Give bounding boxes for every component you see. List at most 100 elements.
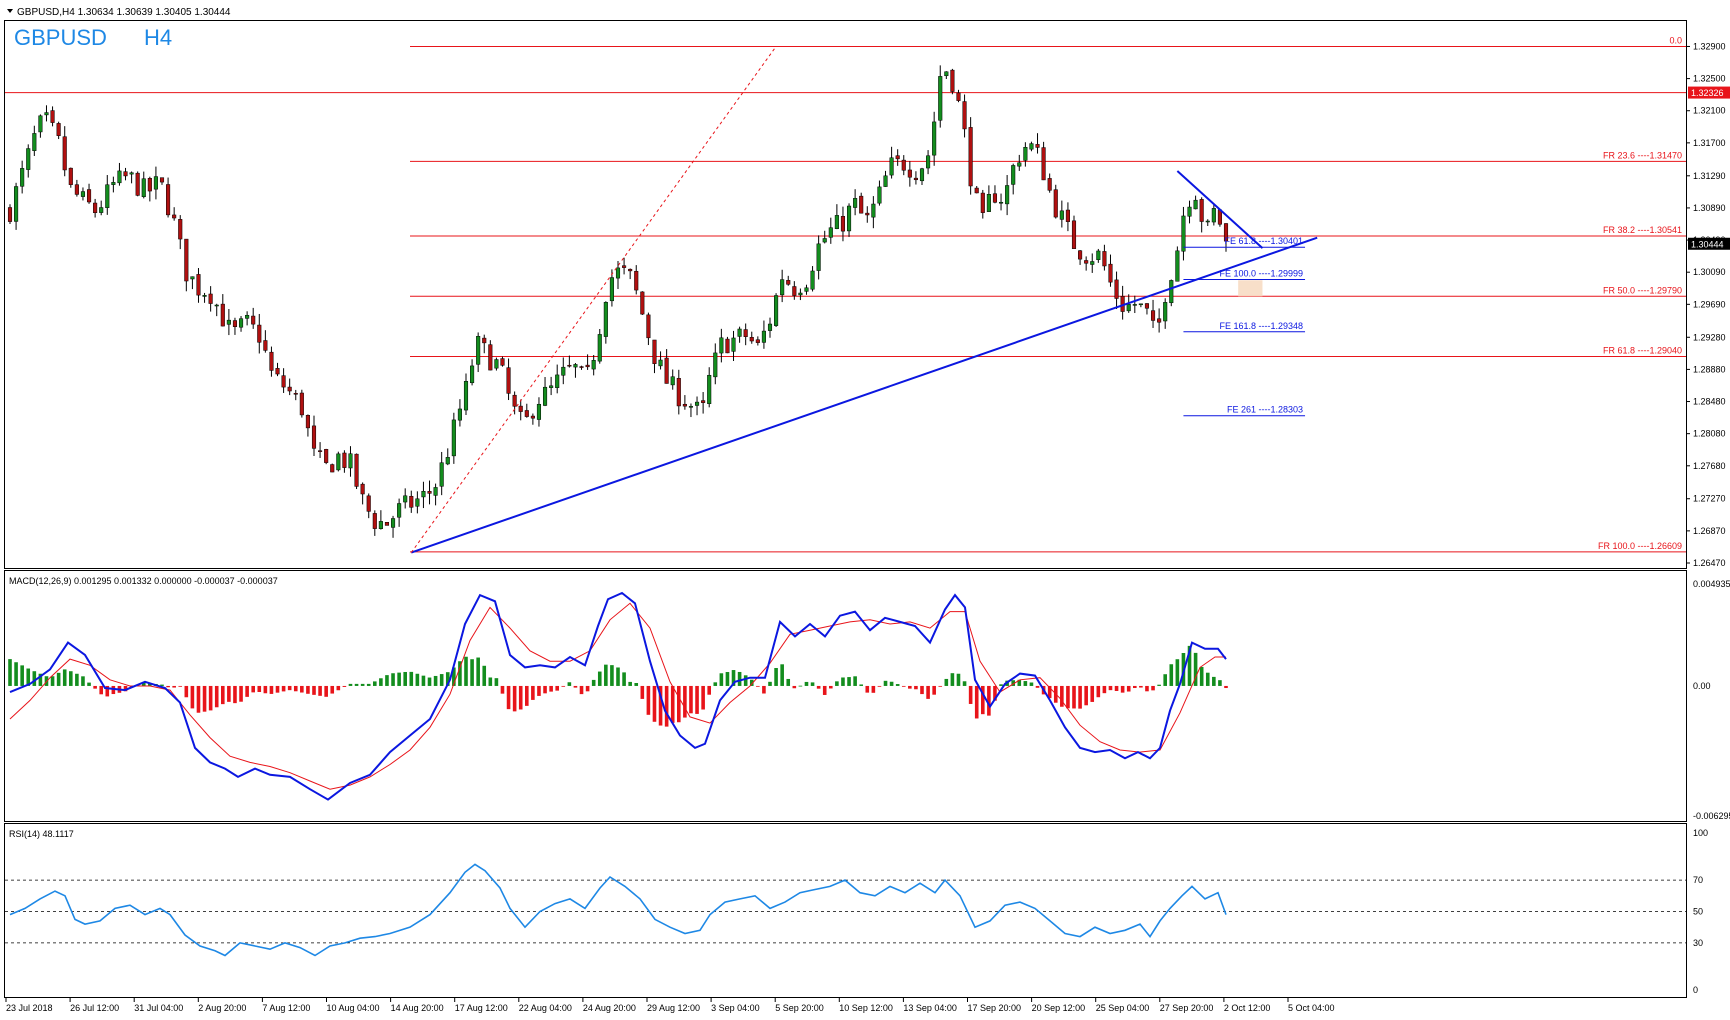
macd-histogram-bar xyxy=(427,677,432,686)
macd-histogram-bar xyxy=(184,685,189,698)
candle-body xyxy=(670,376,675,386)
resistance-trendline[interactable] xyxy=(1176,170,1264,249)
macd-histogram-bar xyxy=(1023,681,1028,686)
candle-body xyxy=(792,286,797,296)
macd-axis-label: 0.00 xyxy=(1693,681,1711,691)
macd-histogram-bar xyxy=(567,682,572,686)
candle-body xyxy=(707,374,712,404)
candle-body xyxy=(694,401,700,406)
price-axis-label: 1.28480 xyxy=(1693,397,1726,407)
macd-histogram-bar xyxy=(774,668,778,686)
macd-histogram-bar xyxy=(14,662,18,686)
candle-body xyxy=(956,92,961,101)
macd-histogram-bar xyxy=(105,685,110,697)
macd-histogram-bar xyxy=(1193,652,1198,686)
macd-histogram-bar xyxy=(956,673,961,686)
macd-histogram-bar xyxy=(628,681,632,686)
price-axis-label: 1.26870 xyxy=(1693,526,1726,536)
macd-histogram-bar xyxy=(883,680,888,686)
candle-body xyxy=(524,410,529,417)
macd-histogram-bar xyxy=(664,685,669,727)
macd-histogram-bar xyxy=(822,685,827,695)
macd-histogram-bar xyxy=(111,685,116,695)
macd-histogram-bar xyxy=(1205,672,1210,686)
candle-body xyxy=(1078,250,1083,260)
macd-histogram-bar xyxy=(330,685,335,694)
candle-body xyxy=(731,337,736,352)
candle-body xyxy=(549,385,554,388)
time-axis-label: 7 Aug 12:00 xyxy=(262,1003,310,1013)
candle-body xyxy=(542,386,548,406)
macd-histogram-bar xyxy=(731,670,736,686)
macd-histogram-bar xyxy=(987,685,991,716)
fib-retracement-label: FR 50.0 ----1.29790 xyxy=(1603,285,1682,295)
candle-body xyxy=(1041,147,1046,181)
macd-histogram-bar xyxy=(677,685,681,723)
time-axis-label: 10 Aug 04:00 xyxy=(327,1003,380,1013)
macd-histogram-bar xyxy=(865,685,870,693)
candle-body xyxy=(470,365,475,384)
macd-histogram-bar xyxy=(749,679,754,686)
time-axis-label: 13 Sep 04:00 xyxy=(903,1003,957,1013)
candle-body xyxy=(269,351,274,371)
candle-body xyxy=(652,339,657,364)
macd-histogram-bar xyxy=(263,685,268,694)
macd-histogram-bar xyxy=(1066,685,1070,709)
time-axis-label: 24 Aug 20:00 xyxy=(583,1003,636,1013)
candle-body xyxy=(1029,143,1034,150)
time-axis-label: 31 Jul 04:00 xyxy=(134,1003,183,1013)
macd-histogram-bar xyxy=(974,685,979,719)
macd-histogram-bar xyxy=(348,683,353,686)
macd-histogram-bar xyxy=(360,683,365,686)
macd-histogram-bar xyxy=(670,685,675,723)
candle-body xyxy=(111,182,116,185)
macd-histogram-bar xyxy=(1108,685,1113,691)
candle-body xyxy=(397,503,402,518)
macd-histogram-bar xyxy=(841,677,845,686)
macd-histogram-bar xyxy=(737,671,742,686)
fib-retracement-label: FR 100.0 ----1.26609 xyxy=(1598,541,1682,551)
candle-body xyxy=(840,216,846,232)
macd-histogram-bar xyxy=(689,685,693,714)
candle-body xyxy=(1150,310,1156,321)
candle-body xyxy=(701,400,706,403)
candle-body xyxy=(172,214,177,219)
macd-histogram-bar xyxy=(1090,685,1095,702)
candle-body xyxy=(682,403,687,407)
candle-body xyxy=(1084,260,1089,264)
candle-body xyxy=(86,189,92,203)
macd-histogram-bar xyxy=(573,685,578,688)
rsi-axis-label: 70 xyxy=(1693,875,1703,885)
candle-body xyxy=(798,292,803,296)
candle-body xyxy=(767,323,773,331)
macd-histogram-bar xyxy=(354,683,359,686)
candle-body xyxy=(518,405,523,412)
fib-expansion-label: FE 100.0 ----1.29999 xyxy=(1219,269,1303,279)
candle-body xyxy=(1126,304,1131,312)
candle-body xyxy=(342,452,347,468)
candle-body xyxy=(324,449,329,463)
macd-histogram-bar xyxy=(999,684,1003,686)
macd-signal-line xyxy=(9,602,1226,790)
macd-histogram-bar xyxy=(281,685,286,692)
candle-body xyxy=(1114,279,1119,299)
macd-axis-label: -0.006295 xyxy=(1693,811,1730,821)
macd-histogram-bar xyxy=(233,685,237,704)
candle-body xyxy=(944,71,949,77)
macd-histogram-bar xyxy=(433,675,438,686)
candle-body xyxy=(573,364,578,368)
macd-histogram-bar xyxy=(652,685,657,722)
candle-body xyxy=(506,367,511,394)
macd-histogram-bar xyxy=(99,685,103,695)
candle-body xyxy=(567,364,572,367)
macd-axis-label: 0.004935 xyxy=(1693,579,1730,589)
candle-body xyxy=(1005,185,1010,205)
support-trendline[interactable] xyxy=(410,236,1318,554)
macd-histogram-bar xyxy=(476,657,480,686)
macd-histogram-bar xyxy=(287,685,292,691)
candle-body xyxy=(755,339,760,343)
candle-body xyxy=(214,304,219,307)
chart-menu-arrow-icon[interactable] xyxy=(7,9,13,13)
candle-body xyxy=(99,207,104,213)
candle-body xyxy=(26,148,31,170)
